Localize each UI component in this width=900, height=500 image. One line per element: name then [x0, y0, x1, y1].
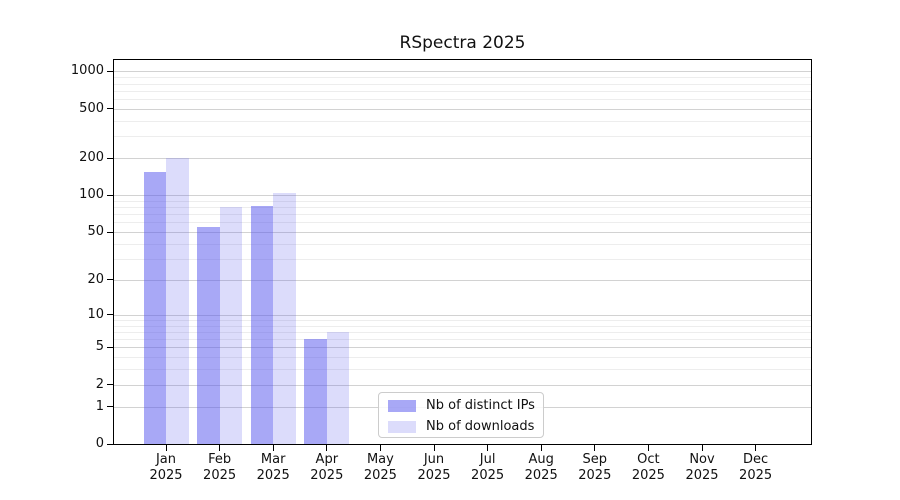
- x-tick-label-may: May 2025: [363, 452, 397, 483]
- gridline-major: [114, 347, 811, 349]
- plot-area: [113, 59, 812, 445]
- y-tick-label: 50: [87, 224, 104, 239]
- bar-distinct-ips-apr: [304, 339, 327, 444]
- x-tick: [433, 445, 435, 451]
- legend-label-distinct-ips: Nb of distinct IPs: [426, 398, 535, 413]
- gridline-minor: [114, 99, 811, 100]
- gridline-minor: [114, 90, 811, 92]
- x-tick: [487, 445, 489, 451]
- x-tick-label-jul: Jul 2025: [471, 452, 505, 483]
- legend-item-distinct-ips: Nb of distinct IPs: [388, 398, 535, 413]
- legend-swatch-distinct-ips: [388, 399, 416, 412]
- y-tick-label: 200: [79, 150, 104, 166]
- gridline-major: [114, 195, 811, 197]
- gridline-minor: [114, 200, 811, 202]
- gridline-minor: [114, 331, 811, 333]
- x-tick: [165, 445, 167, 451]
- gridline-minor: [114, 258, 811, 260]
- legend-item-downloads: Nb of downloads: [388, 419, 534, 434]
- y-tick-label: 2: [95, 376, 104, 392]
- y-tick: [107, 194, 114, 196]
- x-tick: [647, 445, 649, 451]
- gridline-minor: [114, 214, 811, 216]
- x-tick-label-oct: Oct 2025: [631, 452, 665, 483]
- x-tick: [701, 445, 703, 451]
- gridline-major: [114, 158, 811, 160]
- gridline-minor: [114, 120, 811, 122]
- x-tick: [272, 445, 274, 451]
- gridline-major: [114, 71, 811, 73]
- bar-distinct-ips-jan: [143, 171, 166, 444]
- y-tick: [107, 70, 114, 72]
- gridline-major: [114, 314, 811, 316]
- x-tick: [379, 445, 381, 451]
- x-tick-label-dec: Dec 2025: [739, 452, 773, 483]
- x-tick-label-jan: Jan 2025: [149, 452, 183, 483]
- x-tick: [755, 445, 757, 451]
- gridline-minor: [114, 357, 811, 359]
- gridline-minor: [114, 136, 811, 138]
- y-tick-label: 10: [87, 306, 104, 322]
- gridline-minor: [114, 319, 811, 321]
- bar-downloads-feb: [219, 207, 243, 444]
- bar-distinct-ips-mar: [250, 205, 274, 444]
- x-tick-label-nov: Nov 2025: [685, 452, 719, 483]
- x-tick: [326, 445, 328, 451]
- gridline-major: [114, 108, 811, 110]
- y-tick-label: 0: [95, 436, 104, 451]
- y-tick: [107, 231, 114, 233]
- gridline-major: [114, 232, 811, 233]
- legend-label-downloads: Nb of downloads: [426, 419, 535, 434]
- y-tick-label: 100: [79, 187, 104, 203]
- y-tick: [107, 443, 114, 445]
- gridline-minor: [114, 77, 811, 79]
- y-tick-label: 500: [79, 100, 104, 116]
- bar-downloads-apr: [326, 331, 350, 444]
- x-tick: [594, 445, 596, 451]
- y-tick-label: 1: [95, 398, 104, 414]
- x-tick: [219, 445, 221, 451]
- gridline-minor: [114, 207, 811, 209]
- gridline-minor: [114, 243, 811, 245]
- x-tick-label-sep: Sep 2025: [578, 452, 612, 483]
- x-tick: [540, 445, 542, 451]
- gridline-major: [114, 384, 811, 386]
- y-tick: [107, 157, 114, 159]
- y-tick: [107, 314, 114, 316]
- gridline-major: [114, 279, 811, 281]
- y-tick: [107, 384, 114, 386]
- gridline-minor: [114, 339, 811, 341]
- y-tick: [107, 406, 114, 408]
- bar-downloads-jan: [166, 158, 189, 444]
- bar-downloads-mar: [273, 192, 296, 444]
- y-tick-label: 1000: [70, 63, 104, 79]
- chart-title: RSpectra 2025: [399, 33, 526, 53]
- x-tick-label-feb: Feb 2025: [203, 452, 237, 483]
- legend-swatch-downloads: [388, 420, 416, 433]
- x-tick-label-aug: Aug 2025: [524, 452, 558, 483]
- x-tick-label-apr: Apr 2025: [310, 452, 344, 483]
- x-tick-label-mar: Mar 2025: [256, 452, 290, 483]
- bar-distinct-ips-feb: [197, 226, 220, 444]
- x-tick-label-jun: Jun 2025: [417, 452, 451, 483]
- y-tick: [107, 279, 114, 281]
- legend: Nb of distinct IPs Nb of downloads: [378, 392, 544, 438]
- gridline-minor: [114, 325, 811, 327]
- y-tick-label: 5: [95, 339, 104, 355]
- gridline-minor: [114, 83, 811, 85]
- y-tick-label: 20: [87, 271, 104, 287]
- gridline-minor: [114, 369, 811, 371]
- gridline-minor: [114, 222, 811, 224]
- y-tick: [107, 346, 114, 348]
- y-tick: [107, 108, 114, 110]
